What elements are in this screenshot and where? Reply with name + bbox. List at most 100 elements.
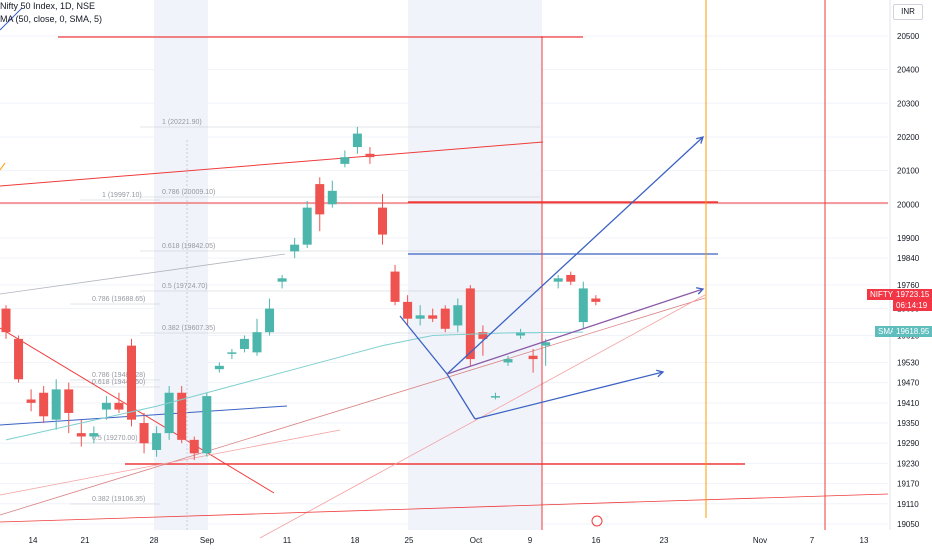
fib-level-label: 0.618 (19446.50): [92, 379, 145, 386]
ma-indicator-label[interactable]: MA (50, close, 0, SMA, 5): [0, 14, 103, 24]
candle-body: [14, 338, 24, 380]
fib-level-label: 0.786 (20009.10): [162, 189, 215, 196]
fib-level-label: 0.5 (19270.00): [92, 435, 138, 442]
x-tick-label: 13: [860, 536, 869, 545]
fib-level-label: 0.786 (19482.28): [92, 372, 145, 379]
candle-body: [252, 332, 262, 353]
indicator-line[interactable]: MA (50, close, 0, SMA, 5): [0, 13, 102, 26]
candle-body: [152, 433, 162, 450]
blue-trend-line: [0, 7, 23, 31]
ma-line: [5, 331, 584, 441]
fib-level-label: 0.5 (19724.70): [162, 283, 208, 290]
ma-symbol-tag: SMA: [875, 326, 899, 337]
arrow-head: [656, 369, 665, 378]
candle-body: [89, 433, 99, 437]
candle-body: [51, 389, 61, 420]
candle-body: [378, 207, 387, 235]
blue-arrow-line: [446, 136, 704, 375]
candle-body: [516, 332, 526, 336]
candle-body: [428, 315, 438, 319]
candle-body: [352, 133, 362, 148]
candle-body: [478, 332, 488, 339]
arrow-head: [695, 287, 705, 295]
x-tick-label: 18: [351, 536, 360, 545]
symbol-line[interactable]: Nifty 50 Index, 1D, NSE: [0, 0, 102, 13]
x-tick-label: 23: [660, 536, 669, 545]
blue-arrow-line: [474, 371, 664, 420]
candle-body: [591, 298, 601, 302]
candle-body: [340, 157, 350, 164]
blue-pattern-line: [446, 373, 476, 420]
candle-body: [290, 244, 300, 252]
candle-body: [302, 207, 312, 245]
candle-body: [202, 396, 212, 454]
currency-button[interactable]: INR: [893, 4, 923, 20]
candle-body: [39, 392, 49, 417]
x-tick-label: 14: [29, 536, 38, 545]
y-tick-label: 19840: [897, 254, 920, 263]
y-tick-label: 20000: [897, 200, 920, 209]
y-tick-label: 19470: [897, 379, 920, 388]
candle-body: [327, 190, 337, 205]
y-tick-label: 19350: [897, 419, 920, 428]
candle-body: [277, 278, 287, 282]
x-tick-label: 16: [592, 536, 601, 545]
fib-level-label: 1 (19997.10): [102, 192, 142, 199]
arrow-head: [696, 136, 704, 144]
y-tick-label: 20400: [897, 66, 920, 75]
candle-body: [465, 288, 475, 360]
y-tick-label: 19290: [897, 439, 920, 448]
x-tick-label: 28: [150, 536, 159, 545]
gray-trend-line: [0, 253, 286, 295]
fib-level-label: 0.382 (19607.35): [162, 325, 215, 332]
candle-body: [214, 365, 224, 370]
y-tick-label: 19410: [897, 399, 920, 408]
candle-body: [101, 402, 111, 410]
candle-body: [227, 352, 237, 354]
candle-body: [127, 345, 136, 420]
candle-body: [553, 278, 563, 282]
red-trend-line: [0, 493, 889, 523]
candle-body: [76, 433, 86, 437]
candle-body: [139, 423, 149, 444]
red-trend-line: [0, 429, 341, 496]
fib-level-label: 0.786 (19688.65): [92, 296, 145, 303]
symbol-title[interactable]: Nifty 50 Index, 1D, NSE: [0, 1, 96, 11]
x-tick-label: 7: [810, 536, 815, 545]
y-tick-label: 20500: [897, 32, 920, 41]
y-tick-label: 19530: [897, 358, 920, 367]
y-tick-label: 19050: [897, 520, 920, 529]
y-tick-label: 19230: [897, 459, 920, 468]
candle-body: [26, 399, 36, 403]
candle-body: [415, 315, 425, 319]
candle-body: [403, 301, 413, 319]
candle-body: [189, 439, 199, 454]
orange-trend-line: [0, 162, 6, 171]
blue-trend-line: [0, 405, 288, 426]
chart-header: Nifty 50 Index, 1D, NSE MA (50, close, 0…: [0, 0, 102, 26]
candle-body: [315, 184, 325, 215]
candle-body: [490, 396, 500, 398]
y-tick-label: 19110: [897, 500, 919, 509]
candle-body: [365, 153, 375, 158]
candle-body: [114, 402, 124, 410]
candle-body: [578, 288, 588, 323]
candle-body: [541, 342, 551, 346]
candle-body: [453, 305, 463, 326]
candle-body: [528, 355, 538, 360]
candle-body: [1, 308, 11, 333]
candle-body: [177, 392, 187, 440]
x-tick-label: 9: [528, 536, 533, 545]
y-tick-label: 19900: [897, 234, 920, 243]
candle-body: [64, 389, 74, 413]
x-tick-label: 21: [81, 536, 90, 545]
red-trend-line: [0, 297, 706, 516]
y-tick-label: 20100: [897, 167, 920, 176]
candle-body: [503, 359, 513, 363]
candle-body: [440, 308, 450, 329]
last-price-symbol-tag: NIFTY: [867, 289, 897, 300]
fib-level-label: 0.382 (19106.35): [92, 496, 145, 503]
event-marker-icon: [591, 515, 603, 527]
